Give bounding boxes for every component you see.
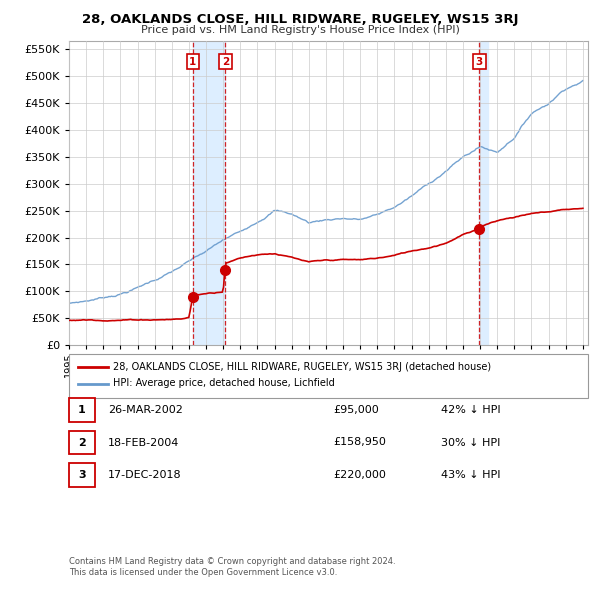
Bar [479,41,488,345]
Text: £95,000: £95,000 [333,405,379,415]
Text: 2: 2 [78,438,86,447]
Text: 2: 2 [222,57,229,67]
Text: 26-MAR-2002: 26-MAR-2002 [108,405,183,415]
Text: 43% ↓ HPI: 43% ↓ HPI [441,470,500,480]
Text: 3: 3 [476,57,483,67]
Text: £220,000: £220,000 [333,470,386,480]
Text: 28, OAKLANDS CLOSE, HILL RIDWARE, RUGELEY, WS15 3RJ (detached house): 28, OAKLANDS CLOSE, HILL RIDWARE, RUGELE… [113,362,491,372]
Text: Price paid vs. HM Land Registry's House Price Index (HPI): Price paid vs. HM Land Registry's House … [140,25,460,35]
Text: £158,950: £158,950 [333,438,386,447]
Text: 42% ↓ HPI: 42% ↓ HPI [441,405,500,415]
Text: 1: 1 [78,405,86,415]
Text: 17-DEC-2018: 17-DEC-2018 [108,470,182,480]
Text: This data is licensed under the Open Government Licence v3.0.: This data is licensed under the Open Gov… [69,568,337,577]
Text: 3: 3 [78,470,86,480]
Text: HPI: Average price, detached house, Lichfield: HPI: Average price, detached house, Lich… [113,379,335,388]
Text: 1: 1 [189,57,196,67]
Text: 30% ↓ HPI: 30% ↓ HPI [441,438,500,447]
Text: 18-FEB-2004: 18-FEB-2004 [108,438,179,447]
Text: 28, OAKLANDS CLOSE, HILL RIDWARE, RUGELEY, WS15 3RJ: 28, OAKLANDS CLOSE, HILL RIDWARE, RUGELE… [82,13,518,26]
Bar [193,41,226,345]
Text: Contains HM Land Registry data © Crown copyright and database right 2024.: Contains HM Land Registry data © Crown c… [69,557,395,566]
